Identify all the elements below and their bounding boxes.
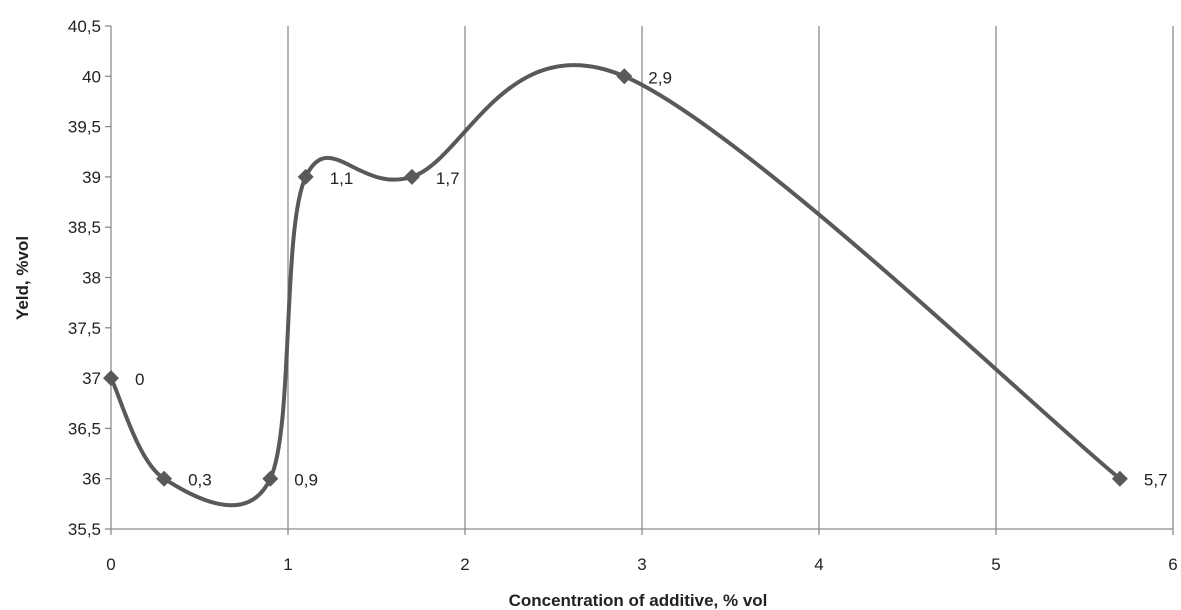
x-axis-title: Concentration of additive, % vol <box>509 591 768 610</box>
x-tick-label: 2 <box>460 555 469 574</box>
x-tick-label: 3 <box>637 555 646 574</box>
data-point-label: 0,9 <box>294 471 318 490</box>
data-point-label: 1,7 <box>436 169 460 188</box>
y-tick-labels: 35,5 36 36,5 37 37,5 38 38,5 39 39,5 40 40,5 <box>68 17 101 539</box>
y-tick-label: 37 <box>82 369 101 388</box>
x-tick-label: 6 <box>1168 555 1177 574</box>
data-point-marker <box>103 370 119 387</box>
y-tick-label: 36,5 <box>68 419 101 438</box>
y-axis-title: Yeld, %vol <box>13 236 32 320</box>
data-point-marker <box>403 168 420 185</box>
y-tick-label: 38 <box>82 269 101 288</box>
x-tick-labels: 0 1 2 3 4 5 6 <box>106 555 1177 574</box>
axes <box>105 25 1174 535</box>
y-tick-label: 36 <box>82 470 101 489</box>
data-point-label: 1,1 <box>330 169 354 188</box>
data-point-marker <box>262 470 279 487</box>
data-point-label: 0,3 <box>188 471 212 490</box>
y-tick-label: 39,5 <box>68 118 101 137</box>
y-tick-label: 38,5 <box>68 218 101 237</box>
y-tick-label: 37,5 <box>68 319 101 338</box>
data-point-marker <box>1111 470 1128 487</box>
point-labels: 0 0,3 0,9 1,1 1,7 2,9 5,7 <box>135 68 1168 489</box>
y-tick-label: 40 <box>82 67 101 86</box>
data-point-label: 0 <box>135 370 144 389</box>
data-point-marker <box>616 68 633 85</box>
grid-lines <box>287 26 1174 529</box>
data-point-label: 5,7 <box>1144 471 1168 490</box>
x-tick-label: 4 <box>814 555 823 574</box>
x-tick-label: 0 <box>106 555 115 574</box>
series-group <box>103 63 1128 508</box>
data-point-label: 2,9 <box>648 68 672 87</box>
data-point-marker <box>156 470 173 487</box>
x-tick-label: 1 <box>283 555 292 574</box>
y-tick-label: 39 <box>82 168 101 187</box>
data-point-marker <box>297 168 314 185</box>
y-tick-label: 40,5 <box>68 17 101 36</box>
x-tick-label: 5 <box>991 555 1000 574</box>
series-line <box>109 63 1122 508</box>
y-tick-label: 35,5 <box>68 520 101 539</box>
